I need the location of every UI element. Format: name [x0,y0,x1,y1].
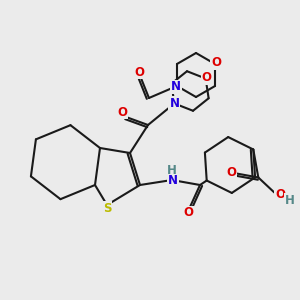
Text: N: N [168,175,178,188]
Text: O: O [183,206,193,220]
Text: O: O [211,56,221,70]
Text: O: O [275,188,285,201]
Text: H: H [167,164,177,178]
Text: O: O [117,106,127,118]
Text: N: N [169,97,179,110]
Text: O: O [134,65,144,79]
Text: H: H [285,194,295,207]
Text: O: O [202,71,212,84]
Text: O: O [226,166,236,179]
Text: N: N [171,80,181,94]
Text: S: S [103,202,111,214]
